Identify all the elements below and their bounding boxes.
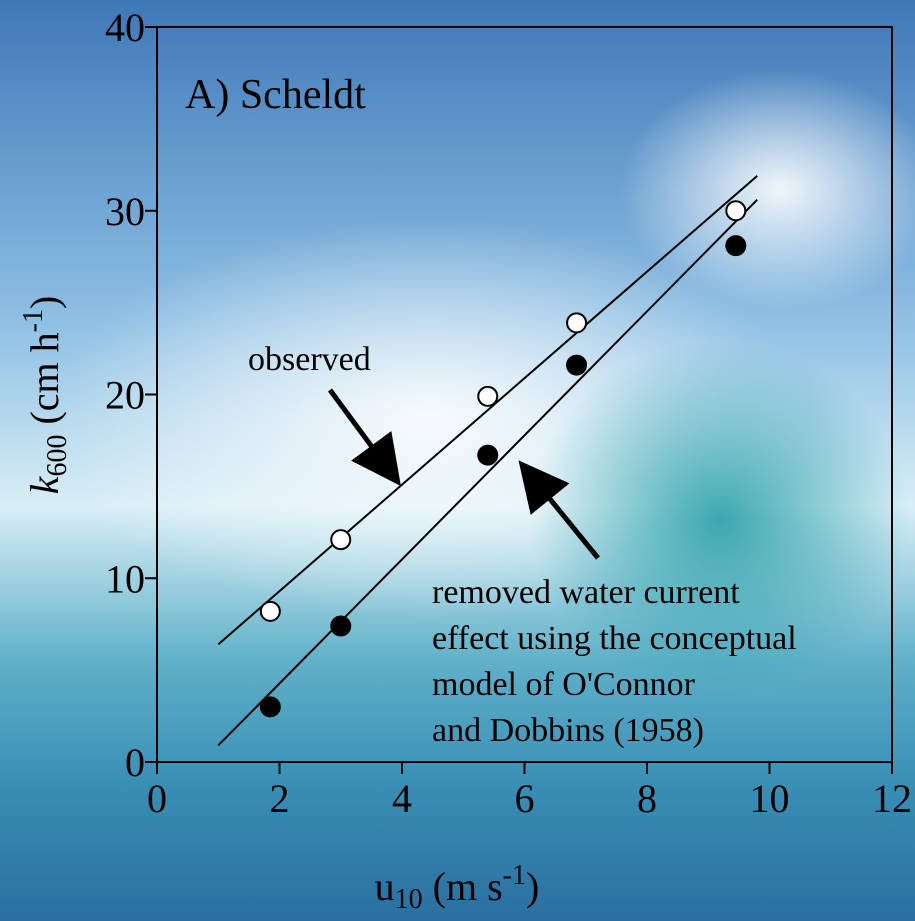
point [726,201,745,220]
y-tick-label: 10 [105,556,145,601]
x-tick-label: 2 [270,776,290,821]
annotation: removed water current [432,574,740,611]
x-tick-label: 12 [872,776,912,821]
point [261,602,280,621]
point [331,617,350,636]
point [478,446,497,465]
annotation: observed [248,341,371,378]
point [331,530,350,549]
y-tick-label: 30 [105,189,145,234]
y-tick-label: 40 [105,5,145,50]
x-tick-label: 10 [750,776,790,821]
point [567,313,586,332]
y-tick-label: 20 [105,373,145,418]
x-tick-label: 4 [392,776,412,821]
x-tick-label: 6 [515,776,535,821]
point [726,236,745,255]
y-tick-label: 0 [125,740,145,785]
annotation: and Dobbins (1958) [432,712,704,749]
x-tick-label: 0 [147,776,167,821]
point [567,356,586,375]
x-tick-label: 8 [637,776,657,821]
annotation: model of O'Connor [432,666,696,703]
chart-title: A) Scheldt [185,72,366,118]
point [478,387,497,406]
point [261,697,280,716]
annotation: effect using the conceptual [432,620,797,657]
chart: A) Scheldt u10 (m s-1) k600 (cm h-1) 024… [0,0,915,921]
